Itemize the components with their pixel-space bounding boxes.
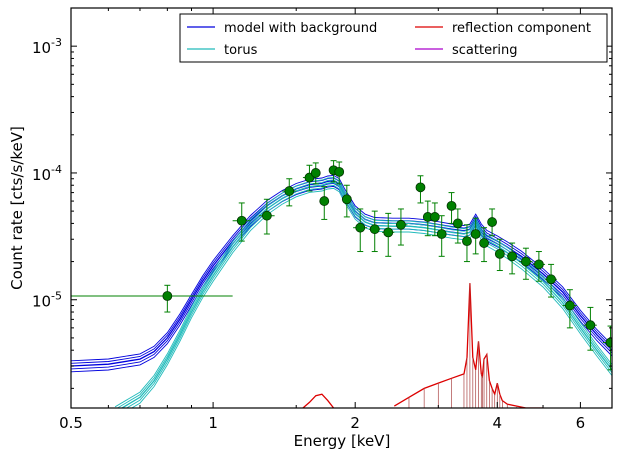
data-point-27: [532, 251, 546, 282]
legend-label-torus: torus: [224, 43, 258, 58]
data-marker: [429, 212, 440, 222]
data-marker: [369, 224, 380, 235]
data-point-12: [382, 212, 395, 257]
data-marker: [334, 166, 345, 177]
data-point-31: [603, 325, 612, 371]
data-point-23: [487, 208, 497, 237]
data-point-17: [436, 215, 447, 257]
legend: model with background torus reflection c…: [179, 13, 608, 63]
data-point-16: [429, 202, 440, 237]
legend-label-scattering: scattering: [452, 43, 518, 58]
data-marker: [462, 236, 472, 247]
data-point-24: [494, 238, 505, 272]
data-marker: [162, 291, 173, 301]
y-axis-label: Count rate [cts/s/keV]: [8, 126, 26, 290]
data-point-2: [258, 198, 275, 235]
data-marker: [261, 210, 272, 221]
data-point-11: [369, 210, 381, 253]
data-marker: [564, 300, 575, 311]
data-point-25: [507, 242, 518, 275]
series-line-model-with-background-4: [71, 174, 612, 362]
data-marker: [452, 218, 463, 229]
data-point-22: [479, 227, 489, 263]
x-tick-label: 4: [493, 414, 503, 432]
data-point-19: [452, 208, 463, 244]
data-point-3: [282, 178, 297, 207]
data-point-28: [545, 263, 557, 298]
data-point-0: [71, 284, 233, 313]
data-marker: [415, 182, 426, 193]
legend-label-reflection: reflection component: [452, 21, 591, 36]
legend-label-model: model with background: [224, 21, 377, 36]
data-point-26: [519, 247, 533, 280]
data-point-15: [422, 200, 433, 237]
data-point-1: [232, 202, 251, 242]
data-point-30: [583, 306, 597, 351]
data-marker: [310, 168, 321, 178]
data-marker: [479, 238, 489, 248]
x-tick-label: 6: [576, 414, 586, 432]
data-point-10: [353, 208, 368, 253]
data-marker: [521, 256, 531, 267]
data-marker: [494, 248, 505, 259]
data-point-29: [562, 289, 577, 329]
x-tick-label: 2: [350, 414, 360, 432]
legend-box: [179, 13, 608, 63]
x-tick-label: 0.5: [59, 414, 83, 432]
data-marker: [319, 196, 330, 206]
data-marker: [487, 217, 497, 227]
data-point-6: [319, 186, 330, 220]
x-tick-label: 1: [208, 414, 218, 432]
x-axis-label: Energy [keV]: [294, 432, 391, 450]
data-point-8: [334, 161, 345, 185]
data-marker: [507, 251, 518, 262]
series-line-reflection-bump-0: [302, 393, 335, 408]
data-point-14: [415, 175, 426, 204]
data-point-20: [462, 224, 472, 263]
data-marker: [341, 194, 352, 205]
plot-frame: [70, 7, 613, 409]
data-marker: [533, 259, 544, 270]
data-point-18: [446, 192, 457, 224]
x-axis-ticks: 0.5 1 2 4 6: [59, 8, 613, 432]
data-marker: [236, 215, 247, 226]
data-marker: [436, 229, 447, 239]
data-point-13: [395, 208, 408, 246]
data-marker: [546, 274, 556, 285]
data-marker: [470, 229, 481, 239]
data-point-9: [341, 184, 352, 218]
data-point-21: [470, 217, 481, 255]
data-point-5: [310, 162, 321, 185]
data-marker: [396, 219, 406, 230]
data-marker: [585, 320, 596, 331]
data-marker: [446, 200, 457, 211]
data-marker: [383, 227, 394, 238]
data-marker: [355, 222, 366, 233]
data-marker: [284, 186, 295, 196]
data-points-layer: [71, 160, 612, 371]
